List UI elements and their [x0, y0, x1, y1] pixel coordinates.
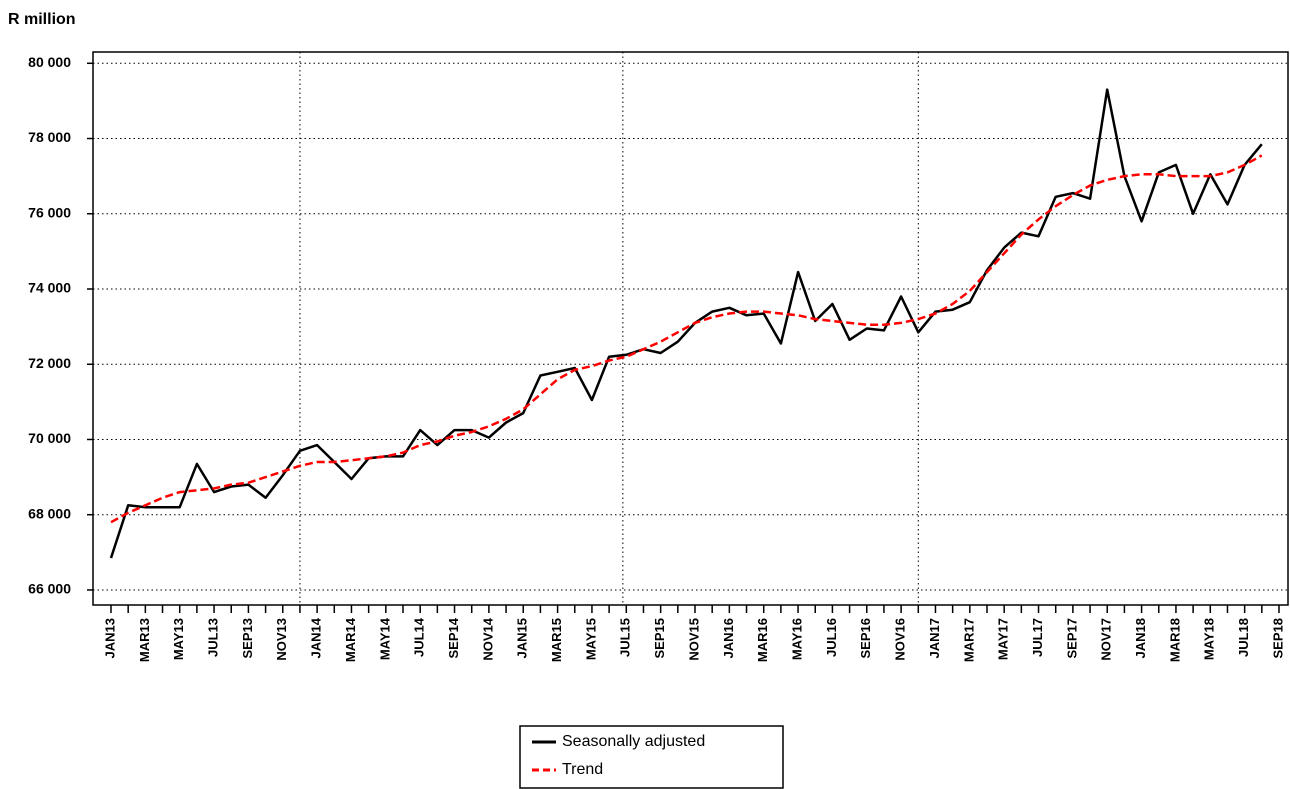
x-tick-label: MAY15 — [583, 618, 598, 660]
x-tick-label: JAN18 — [1133, 618, 1148, 658]
x-tick-label: JUL17 — [1030, 618, 1045, 657]
y-tick-label: 74 000 — [28, 280, 71, 296]
x-tick-label: MAR13 — [137, 618, 152, 662]
legend-box — [519, 725, 784, 789]
x-tick-label: NOV15 — [686, 618, 701, 661]
x-tick-label: SEP18 — [1270, 618, 1285, 658]
x-tick-label: SEP13 — [240, 618, 255, 658]
x-tick-label: MAY14 — [377, 617, 392, 660]
x-tick-label: JUL16 — [824, 618, 839, 657]
x-tick-label: JUL15 — [618, 618, 633, 657]
legend-label: Seasonally adjusted — [562, 733, 705, 750]
y-tick-label: 70 000 — [28, 430, 71, 446]
x-tick-label: MAR15 — [549, 618, 564, 662]
x-tick-label: MAR17 — [961, 618, 976, 662]
chart-title: R million — [8, 11, 76, 28]
x-tick-label: SEP17 — [1064, 618, 1079, 658]
x-tick-label: JAN16 — [721, 618, 736, 658]
y-tick-label: 78 000 — [28, 129, 71, 145]
plot-frame — [92, 51, 1289, 606]
x-tick-label: JAN17 — [927, 618, 942, 658]
x-tick-label: NOV14 — [480, 617, 495, 660]
y-tick-label: 76 000 — [28, 204, 71, 220]
x-tick-label: MAR14 — [343, 617, 358, 662]
x-tick-label: MAY13 — [171, 618, 186, 660]
y-tick-label: 66 000 — [28, 581, 71, 597]
x-tick-label: SEP15 — [652, 618, 667, 658]
x-tick-label: JAN14 — [309, 617, 324, 658]
x-tick-label: JUL18 — [1236, 618, 1251, 657]
y-tick-label: 80 000 — [28, 54, 71, 70]
x-tick-label: MAY18 — [1202, 618, 1217, 660]
x-tick-label: MAR16 — [755, 618, 770, 662]
x-tick-label: SEP16 — [858, 618, 873, 658]
y-tick-label: 68 000 — [28, 505, 71, 521]
x-tick-label: JUL14 — [412, 617, 427, 657]
x-tick-label: NOV13 — [274, 618, 289, 661]
series-line — [110, 154, 1263, 524]
x-tick-label: MAY16 — [789, 618, 804, 660]
x-tick-label: JUL13 — [205, 618, 220, 657]
x-tick-label: SEP14 — [446, 617, 461, 658]
x-tick-label: NOV17 — [1099, 618, 1114, 661]
y-tick-label: 72 000 — [28, 355, 71, 371]
x-tick-label: MAR18 — [1167, 618, 1182, 662]
x-tick-label: JAN13 — [102, 618, 117, 658]
legend-label: Trend — [562, 761, 603, 778]
x-tick-label: JAN15 — [515, 618, 530, 658]
x-tick-label: NOV16 — [893, 618, 908, 661]
x-tick-label: MAY17 — [996, 618, 1011, 660]
series-line — [109, 88, 1263, 559]
